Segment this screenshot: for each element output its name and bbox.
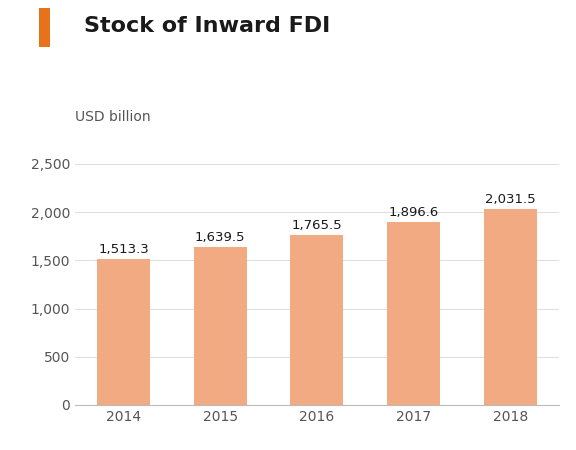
Text: 2,031.5: 2,031.5 — [485, 194, 536, 207]
Text: 1,896.6: 1,896.6 — [388, 207, 438, 220]
Bar — [194, 247, 247, 405]
Bar — [484, 209, 537, 405]
Text: Stock of Inward FDI: Stock of Inward FDI — [84, 16, 330, 36]
Bar — [387, 222, 440, 405]
Bar — [290, 235, 343, 405]
Bar — [97, 259, 150, 405]
Text: USD billion: USD billion — [75, 110, 150, 124]
Text: 1,639.5: 1,639.5 — [195, 231, 245, 244]
Text: 1,513.3: 1,513.3 — [98, 243, 149, 256]
Text: 1,765.5: 1,765.5 — [291, 219, 342, 232]
